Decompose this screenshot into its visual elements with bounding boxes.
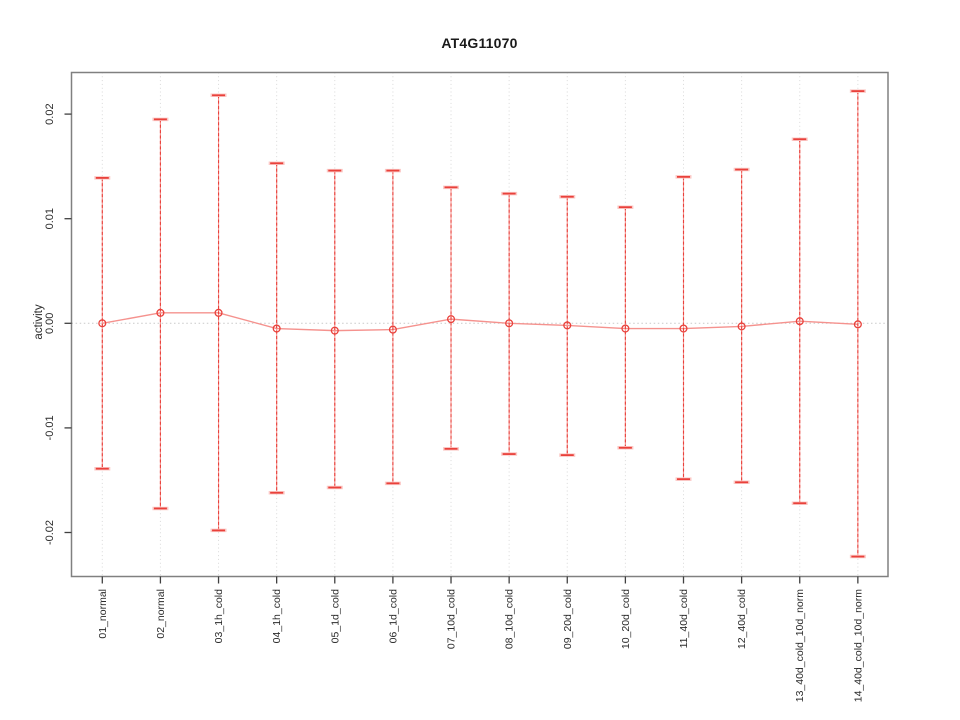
data-point — [679, 324, 688, 333]
x-tick-label: 08_10d_cold — [504, 589, 516, 649]
x-tick-label: 09_20d_cold — [562, 589, 574, 649]
data-point — [156, 308, 165, 317]
data-point — [853, 320, 862, 329]
data-point — [214, 308, 223, 317]
x-tick-label: 07_10d_cold — [446, 589, 458, 649]
x-tick-label: 03_1h_cold — [213, 589, 225, 643]
y-tick-label: 0.01 — [44, 208, 56, 229]
data-point — [388, 325, 397, 334]
x-tick-label: 01_normal — [97, 589, 109, 639]
x-tick-label: 14_40d_cold_10d_norm — [852, 589, 864, 703]
data-point — [737, 322, 746, 331]
y-tick-label: 0.02 — [44, 103, 56, 124]
data-point — [563, 321, 572, 330]
x-tick-label: 13_40d_cold_10d_norm — [794, 589, 806, 703]
x-tick-label: 06_1d_cold — [387, 589, 399, 643]
data-point — [272, 324, 281, 333]
chart-title: AT4G11070 — [441, 35, 518, 51]
x-tick-label: 05_1d_cold — [329, 589, 341, 643]
x-tick-label: 02_normal — [155, 589, 167, 639]
x-tick-label: 12_40d_cold — [736, 589, 748, 649]
data-point — [505, 319, 514, 328]
y-tick-label: -0.02 — [44, 520, 56, 545]
series-line — [102, 312, 858, 332]
data-point — [795, 317, 804, 326]
data-point — [446, 315, 456, 324]
y-axis-label: activity — [33, 304, 45, 340]
plot-border — [70, 71, 889, 578]
data-point — [330, 326, 339, 335]
x-tick-label: 10_20d_cold — [620, 589, 632, 649]
y-tick-label: 0.00 — [44, 313, 56, 334]
x-tick-label: 11_40d_cold — [678, 589, 690, 649]
x-tick-label: 04_1h_cold — [271, 589, 283, 643]
data-point — [621, 324, 630, 333]
data-point — [98, 319, 107, 328]
y-tick-label: -0.01 — [44, 415, 56, 440]
